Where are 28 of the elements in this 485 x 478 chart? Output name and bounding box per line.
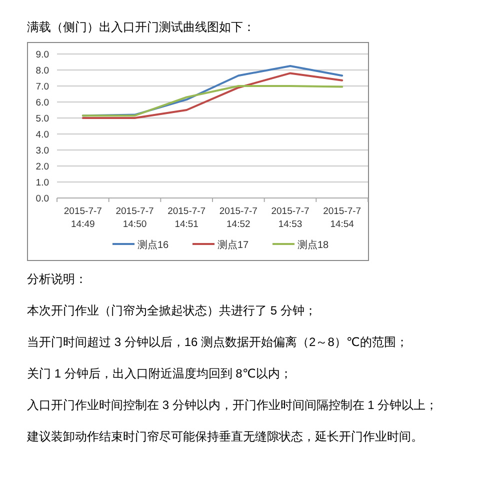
y-tick-label: 8.0: [36, 66, 49, 76]
y-tick-label: 0.0: [36, 194, 49, 204]
x-tick-label: 2015-7-7 14:54: [323, 206, 362, 230]
y-tick-label: 5.0: [36, 114, 49, 124]
line-series: [82, 85, 344, 117]
y-tick-label: 4.0: [36, 130, 49, 140]
y-tick-label: 1.0: [36, 178, 49, 188]
legend-label: 测点17: [218, 239, 250, 251]
text: 入口开门作业时间控制在 3 分钟以内，开门作业时间间隔控制在 1 分钟以上；: [27, 398, 438, 412]
y-tick-label: 7.0: [36, 82, 49, 92]
text: 当开门时间超过 3 分钟以后，16 测点数据开始偏离（2～8）℃的范围；: [27, 335, 408, 349]
x-tick-label: 2015-7-7 14:53: [271, 206, 310, 230]
text: 分析说明：: [27, 272, 87, 286]
x-tick-label: 2015-7-7 14:51: [168, 206, 206, 230]
y-tick-label: 3.0: [36, 146, 49, 156]
x-tick-label: 2015-7-7 14:52: [219, 206, 258, 230]
line-series: [82, 72, 344, 119]
legend-label: 测点18: [298, 239, 330, 251]
chart-title: 满载（侧门）出入口开门测试曲线图如下：: [27, 20, 255, 34]
y-tick-label: 6.0: [36, 98, 49, 108]
legend-label: 测点16: [138, 239, 170, 251]
text: 建议装卸动作结束时门帘尽可能保持垂直无缝隙状态，延长开门作业时间。: [26, 430, 423, 444]
x-tick-label: 2015-7-7 14:50: [116, 206, 154, 230]
y-tick-label: 2.0: [36, 162, 49, 172]
y-tick-label: 9.0: [36, 50, 49, 60]
text: 关门 1 分钟后，出入口附近温度均回到 8℃以内；: [27, 366, 292, 380]
x-tick-label: 2015-7-7 14:49: [64, 206, 102, 230]
text: 本次开门作业（门帘为全掀起状态）共进行了 5 分钟；: [27, 304, 316, 318]
